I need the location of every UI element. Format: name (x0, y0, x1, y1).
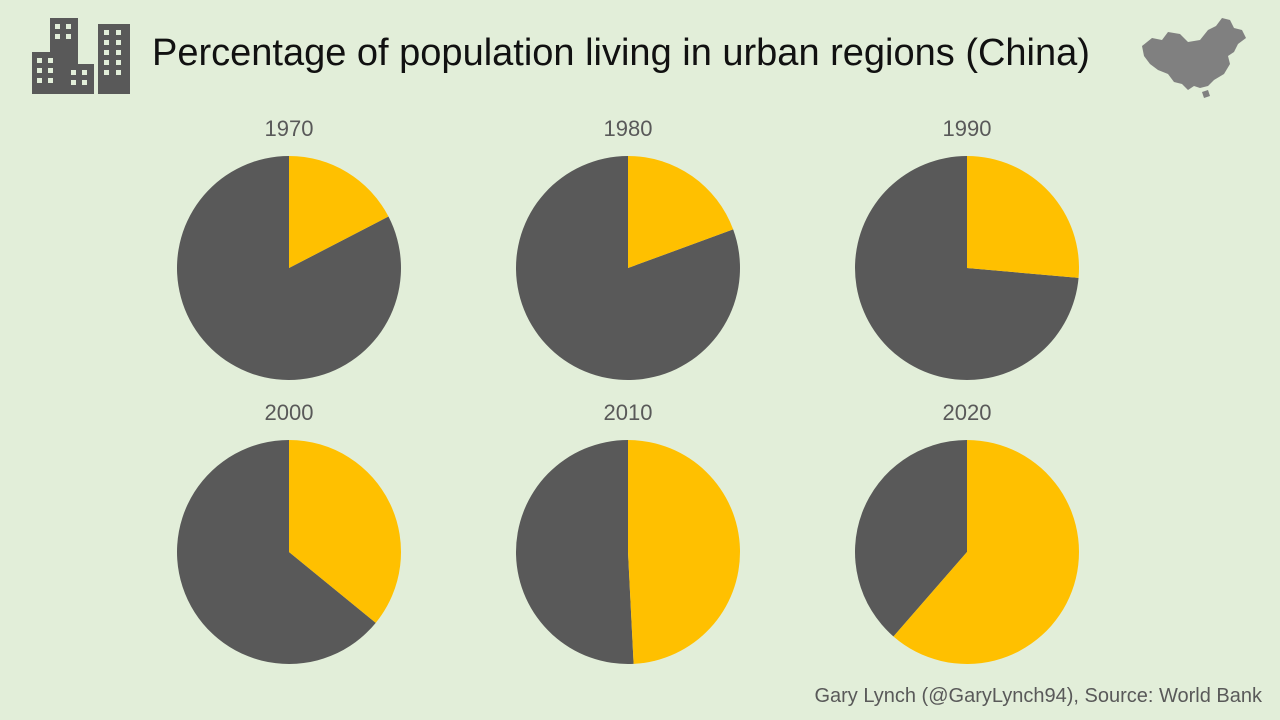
year-label-1990: 1990 (943, 116, 992, 141)
year-label-2000: 2000 (265, 400, 314, 425)
slice-urban-2000 (289, 440, 402, 623)
pie-2000: 2000 (176, 400, 402, 665)
slice-urban-1990 (967, 156, 1079, 278)
pie-1990: 1990 (855, 116, 1079, 381)
city-buildings-icon (32, 18, 130, 94)
pie-1980: 1980 (516, 116, 740, 380)
slice-urban-2020 (893, 440, 1080, 665)
pie-1970: 1970 (177, 116, 402, 380)
slice-urban-1970 (289, 156, 389, 268)
slice-urban-2010 (628, 440, 741, 664)
slice-urban-1980 (628, 156, 734, 268)
year-label-1970: 1970 (265, 116, 314, 141)
china-map-icon (1142, 18, 1246, 98)
slice-rural-2020 (855, 440, 967, 637)
source-credit: Gary Lynch (@GaryLynch94), Source: World… (814, 685, 1262, 707)
year-label-2010: 2010 (604, 400, 653, 425)
pie-2020: 2020 (855, 400, 1080, 665)
slice-rural-1990 (855, 156, 1079, 381)
page-title: Percentage of population living in urban… (152, 32, 1090, 74)
slice-rural-2010 (515, 440, 634, 664)
slice-rural-1970 (177, 156, 402, 380)
slice-rural-2000 (176, 440, 376, 665)
pie-2010: 2010 (515, 400, 741, 664)
year-label-1980: 1980 (604, 116, 653, 141)
year-label-2020: 2020 (943, 400, 992, 425)
